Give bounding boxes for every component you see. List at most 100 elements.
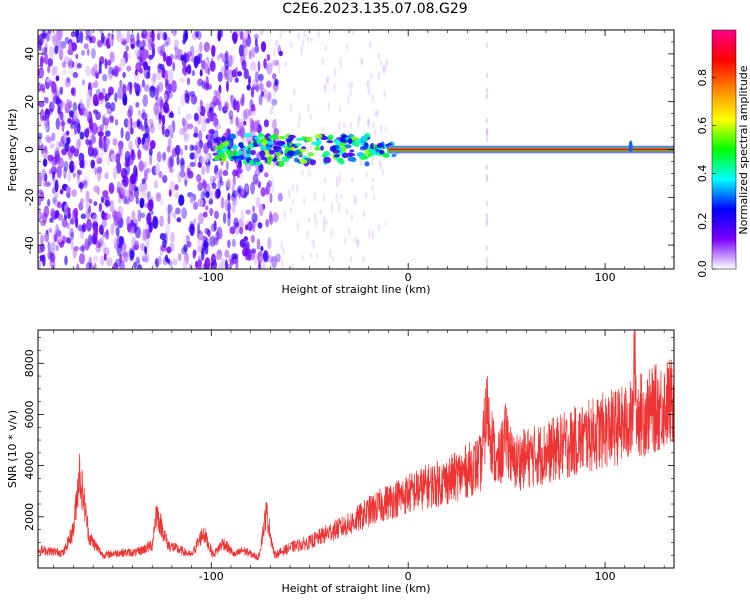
noise-blob <box>81 180 86 186</box>
signal-blob <box>262 139 267 146</box>
noise-blob <box>229 226 236 235</box>
noise-blob <box>232 175 236 186</box>
noise-blob <box>72 71 79 78</box>
noise-blob <box>110 102 116 112</box>
noise-blob <box>485 212 488 219</box>
noise-blob <box>297 122 300 129</box>
noise-blob <box>338 172 342 184</box>
noise-blob <box>40 220 47 227</box>
noise-blob <box>283 210 286 220</box>
noise-blob <box>44 35 49 46</box>
noise-blob <box>365 171 368 179</box>
snr-frame <box>37 329 675 569</box>
noise-blob <box>197 198 204 208</box>
noise-blob <box>338 106 342 113</box>
noise-blob <box>38 67 41 77</box>
noise-blob <box>38 120 42 127</box>
noise-blob <box>189 161 196 168</box>
noise-blob <box>99 124 104 132</box>
signal-blob <box>369 142 375 150</box>
noise-blob <box>162 256 168 266</box>
noise-blob <box>140 125 145 132</box>
noise-blob <box>333 67 337 77</box>
noise-blob <box>222 212 227 224</box>
noise-blob <box>251 110 256 116</box>
noise-blob <box>90 66 96 77</box>
noise-blob <box>257 60 261 72</box>
noise-blob <box>79 245 85 252</box>
noise-blob <box>258 73 264 82</box>
noise-blob <box>91 133 96 140</box>
noise-blob <box>101 113 108 125</box>
noise-blob <box>302 197 306 205</box>
signal-blob <box>362 155 370 160</box>
noise-blob <box>44 43 48 53</box>
noise-blob <box>338 121 341 131</box>
noise-blob <box>250 181 256 195</box>
noise-blob <box>357 116 360 128</box>
noise-blob <box>379 60 383 67</box>
noise-blob <box>301 170 304 176</box>
noise-blob <box>301 38 305 47</box>
noise-blob <box>163 32 167 41</box>
noise-blob <box>281 258 284 269</box>
noise-blob <box>234 77 239 83</box>
noise-blob <box>135 101 140 108</box>
noise-blob <box>193 95 198 104</box>
noise-blob <box>147 199 154 212</box>
noise-blob <box>184 66 189 72</box>
noise-blob <box>291 198 295 206</box>
noise-blob <box>162 238 167 248</box>
noise-blob <box>183 119 189 133</box>
noise-blob <box>356 238 359 250</box>
noise-blob <box>321 126 325 132</box>
noise-blob <box>217 262 224 269</box>
noise-blob <box>274 119 277 128</box>
noise-blob <box>245 184 249 193</box>
noise-blob <box>133 82 138 89</box>
noise-blob <box>92 94 98 107</box>
noise-blob <box>98 135 102 149</box>
noise-blob <box>94 71 100 79</box>
noise-blob <box>77 169 83 176</box>
noise-blob <box>239 239 246 248</box>
noise-blob <box>362 210 365 218</box>
noise-blob <box>77 224 84 232</box>
noise-blob <box>268 213 274 226</box>
noise-blob <box>68 110 75 118</box>
noise-blob <box>182 258 187 269</box>
noise-blob <box>70 123 75 130</box>
noise-blob <box>136 32 140 46</box>
noise-blob <box>234 188 238 198</box>
noise-blob <box>76 174 81 186</box>
noise-blob <box>374 129 377 137</box>
signal-blob <box>379 149 385 155</box>
noise-blob <box>138 67 143 74</box>
noise-blob <box>272 75 275 84</box>
noise-blob <box>40 191 45 202</box>
noise-blob <box>376 108 379 118</box>
noise-blob <box>115 211 122 221</box>
noise-blob <box>279 30 282 39</box>
signal-blob <box>333 153 340 158</box>
signal-blob <box>350 136 358 141</box>
noise-blob <box>231 253 238 260</box>
noise-blob <box>158 171 163 179</box>
noise-blob <box>42 158 48 167</box>
noise-blob <box>198 129 203 142</box>
signal-blob <box>347 152 356 157</box>
colorbar-frame <box>711 29 737 270</box>
spectrogram-heatmap <box>38 30 674 269</box>
noise-blob <box>269 192 273 204</box>
signal-blob <box>308 152 314 157</box>
noise-blob <box>133 261 138 269</box>
noise-blob <box>153 102 160 116</box>
noise-blob <box>200 155 206 166</box>
noise-blob <box>112 138 118 146</box>
noise-blob <box>307 216 311 223</box>
noise-blob <box>83 43 89 50</box>
noise-blob <box>141 112 146 119</box>
noise-blob <box>122 175 129 188</box>
noise-blob <box>159 198 164 206</box>
noise-blob <box>308 169 311 178</box>
